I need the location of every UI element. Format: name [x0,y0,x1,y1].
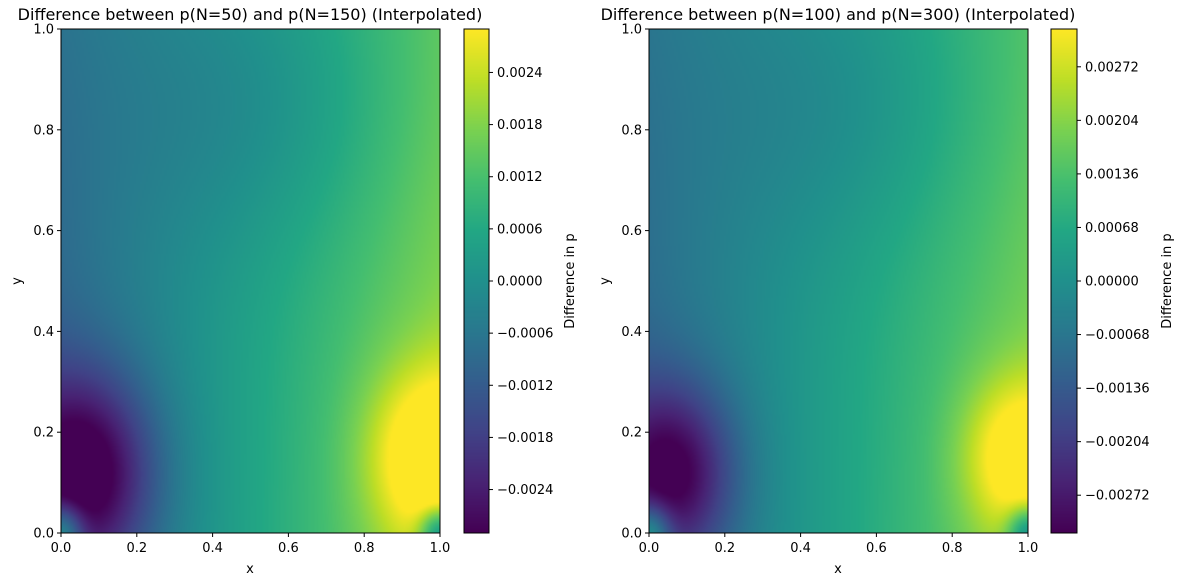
chart-1-y-axis-label: y [10,277,25,285]
chart-2-heatmap-image [649,29,1028,533]
x-tick-label: 1.0 [1018,541,1039,556]
colorbar-tick-label: 0.0006 [497,222,543,237]
colorbar-tick-label: −0.00068 [1085,328,1150,343]
chart-2-y-ticks: 0.0 0.2 0.4 0.6 0.8 1.0 [621,23,649,542]
y-tick-label: 0.0 [33,527,54,542]
colorbar-tick-label: −0.0018 [497,431,553,446]
chart-1-colorbar-label: Difference in p [563,233,578,328]
x-tick-label: 0.0 [639,541,660,556]
chart-1-heatmap-image [61,29,440,533]
colorbar-tick-label: −0.00272 [1085,489,1150,504]
chart-2-colorbar-label: Difference in p [1160,233,1175,328]
y-tick-label: 0.0 [621,527,642,542]
chart-1-x-ticks: 0.0 0.2 0.4 0.6 0.8 1.0 [51,533,451,556]
y-tick-label: 0.8 [621,123,642,138]
y-tick-label: 0.2 [33,426,54,441]
y-tick-label: 1.0 [621,23,642,38]
y-tick-label: 0.4 [33,325,54,340]
chart-1-plot-frame [60,28,441,534]
x-tick-label: 0.6 [278,541,299,556]
chart-1-x-axis-label: x [246,562,254,577]
colorbar-tick-label: −0.0024 [497,483,553,498]
y-tick-label: 1.0 [33,23,54,38]
y-tick-label: 0.4 [621,325,642,340]
y-tick-label: 0.6 [33,224,54,239]
y-tick-label: 0.8 [33,123,54,138]
x-tick-label: 1.0 [430,541,451,556]
x-tick-label: 0.6 [866,541,887,556]
chart-1-title: Difference between p(N=50) and p(N=150) … [18,5,483,24]
colorbar-tick-label: 0.00000 [1085,275,1139,290]
chart-1-colorbar-ticks: −0.0024 −0.0018 −0.0012 −0.0006 0.0000 0.0006… [489,66,553,498]
x-tick-label: 0.8 [942,541,963,556]
chart-panel-2: Difference between p(N=100) and p(N=300)… [598,5,1175,577]
colorbar-tick-label: −0.00136 [1085,382,1150,397]
colorbar-tick-label: 0.0012 [497,170,543,185]
colorbar-tick-label: −0.0006 [497,327,553,342]
chart-1-colorbar-image [464,29,489,533]
chart-2-x-ticks: 0.0 0.2 0.4 0.6 0.8 1.0 [639,533,1039,556]
y-tick-label: 0.6 [621,224,642,239]
colorbar-tick-label: 0.0018 [497,118,543,133]
y-tick-label: 0.2 [621,426,642,441]
x-tick-label: 0.4 [202,541,223,556]
x-tick-label: 0.2 [126,541,147,556]
chart-2-x-axis-label: x [834,562,842,577]
chart-panel-1: Difference between p(N=50) and p(N=150) … [10,5,578,577]
x-tick-label: 0.2 [714,541,735,556]
colorbar-tick-label: −0.00204 [1085,435,1150,450]
chart-2-plot-frame [648,28,1029,534]
chart-2-colorbar-ticks: −0.00272 −0.00204 −0.00136 −0.00068 0.00000 0… [1077,60,1150,504]
colorbar-tick-label: 0.0000 [497,275,543,290]
x-tick-label: 0.0 [51,541,72,556]
chart-2-y-axis-label: y [598,277,613,285]
chart-2-colorbar-image [1051,29,1077,533]
chart-1-y-ticks: 0.0 0.2 0.4 0.6 0.8 1.0 [33,23,61,542]
colorbar-tick-label: −0.0012 [497,379,553,394]
colorbar-tick-label: 0.0024 [497,66,543,81]
colorbar-tick-label: 0.00136 [1085,167,1139,182]
colorbar-tick-label: 0.00272 [1085,60,1139,75]
x-tick-label: 0.4 [790,541,811,556]
colorbar-tick-label: 0.00204 [1085,114,1139,129]
chart-2-title: Difference between p(N=100) and p(N=300)… [601,5,1076,24]
x-tick-label: 0.8 [354,541,375,556]
colorbar-tick-label: 0.00068 [1085,221,1139,236]
